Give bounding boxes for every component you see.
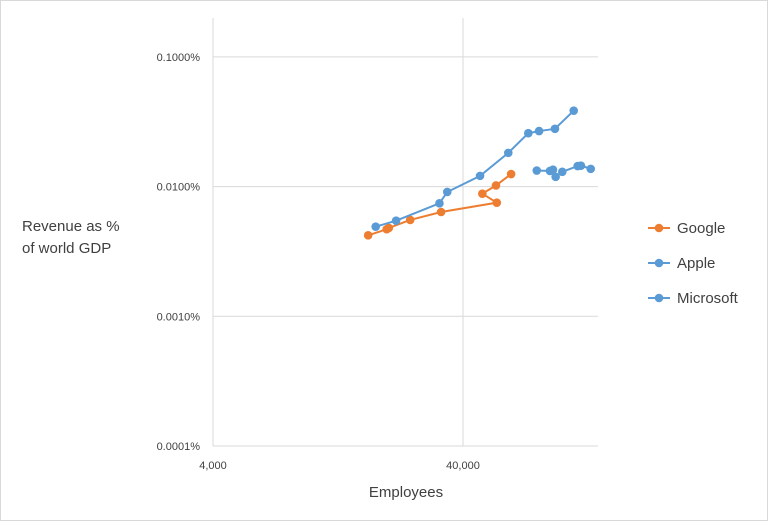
data-point bbox=[475, 171, 485, 181]
data-point bbox=[491, 181, 501, 190]
legend-label: Apple bbox=[677, 255, 715, 272]
series-line bbox=[375, 109, 575, 228]
legend: Google Apple Microsoft bbox=[648, 220, 739, 307]
data-point bbox=[576, 161, 586, 170]
y-tick-label: 0.0100% bbox=[157, 182, 201, 194]
x-axis-label: Employees bbox=[369, 484, 443, 501]
data-point bbox=[551, 172, 560, 182]
data-point bbox=[405, 215, 415, 225]
data-point bbox=[532, 166, 542, 175]
data-point bbox=[384, 223, 394, 233]
grid bbox=[212, 18, 598, 447]
legend-item-microsoft: Microsoft bbox=[648, 290, 739, 307]
y-tick-label: 0.1000% bbox=[157, 52, 201, 64]
series-microsoft bbox=[532, 161, 596, 182]
legend-label: Google bbox=[677, 220, 725, 237]
data-point bbox=[548, 165, 558, 174]
data-point bbox=[391, 216, 401, 225]
data-point bbox=[534, 126, 544, 136]
data-point bbox=[363, 231, 373, 240]
data-point bbox=[371, 222, 380, 231]
y-axis-label-line-2: of world GDP bbox=[22, 240, 111, 257]
data-point bbox=[506, 169, 516, 179]
tick-labels: 0.1000% 0.0100% 0.0010% 0.0001% 4,000 40,000 bbox=[157, 52, 480, 472]
data-point bbox=[435, 199, 444, 208]
data-point bbox=[524, 128, 533, 138]
legend-item-apple: Apple bbox=[648, 255, 715, 272]
x-tick-label: 4,000 bbox=[199, 460, 227, 472]
data-point bbox=[436, 207, 446, 217]
x-tick-label: 40,000 bbox=[446, 460, 480, 472]
data-point bbox=[557, 167, 567, 177]
y-tick-label: 0.0001% bbox=[157, 441, 201, 453]
y-axis-label-line-1: Revenue as % bbox=[22, 218, 120, 235]
legend-item-google: Google bbox=[648, 220, 725, 237]
series-google bbox=[363, 169, 516, 240]
legend-marker bbox=[654, 223, 664, 233]
series-layer bbox=[363, 106, 596, 240]
data-point bbox=[442, 187, 452, 197]
data-point bbox=[550, 124, 560, 134]
data-point bbox=[478, 189, 487, 198]
series-apple bbox=[371, 106, 579, 231]
data-point bbox=[586, 164, 596, 174]
data-point bbox=[569, 106, 579, 115]
legend-marker bbox=[654, 258, 664, 268]
y-tick-label: 0.0010% bbox=[157, 311, 201, 323]
data-point bbox=[492, 198, 502, 207]
legend-marker bbox=[654, 293, 664, 303]
legend-label: Microsoft bbox=[677, 290, 739, 307]
data-point bbox=[503, 148, 513, 158]
